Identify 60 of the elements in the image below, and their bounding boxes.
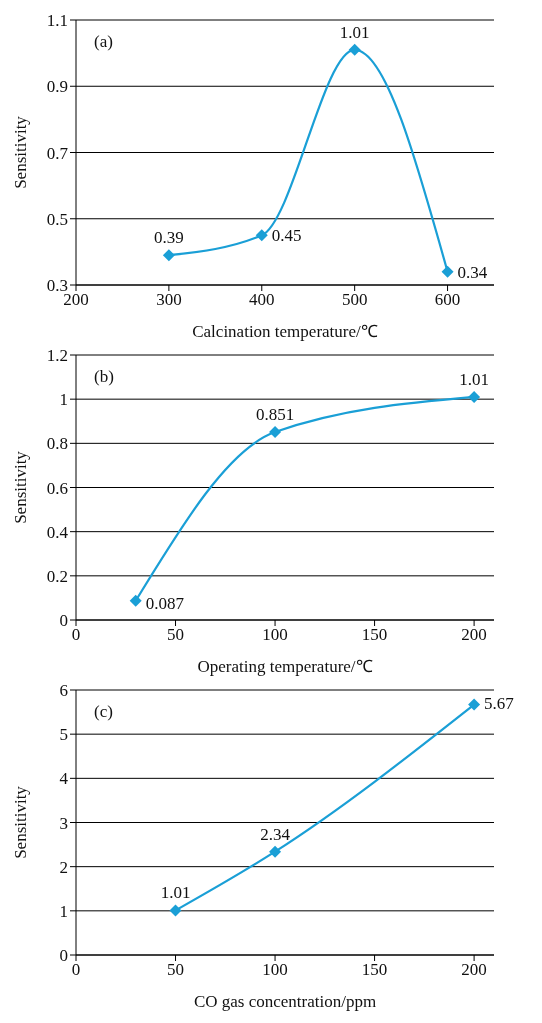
y-tick-label: 0.2	[46, 566, 68, 586]
y-tick-label: 0.7	[46, 143, 69, 163]
data-label: 1.01	[459, 369, 489, 389]
x-tick-label: 150	[361, 960, 388, 980]
point	[468, 698, 481, 711]
annotation: (c)	[94, 702, 113, 722]
y-tick-label: 6	[59, 681, 68, 701]
y-tick-label: 1.2	[46, 346, 68, 366]
x-tick-label: 150	[361, 625, 388, 645]
y-tick-label: 0	[59, 946, 68, 966]
x-tick-label: 600	[434, 290, 461, 310]
point	[255, 229, 268, 242]
x-axis-title: Calcination temperature/℃	[192, 322, 378, 341]
point	[129, 594, 142, 607]
y-tick-label: 0	[59, 611, 68, 631]
x-tick-label: 100	[262, 625, 288, 645]
x-tick-label: 500	[341, 290, 368, 310]
y-axis-title: Sensitivity	[11, 785, 31, 859]
y-tick-label: 2	[59, 857, 68, 877]
y-tick-label: 4	[59, 769, 69, 789]
y-tick-label: 3	[59, 813, 68, 833]
point	[468, 390, 481, 403]
y-tick-label: 1	[59, 901, 68, 921]
y-tick-label: 0.6	[46, 478, 68, 498]
data-label: 0.34	[457, 262, 488, 282]
y-tick-label: 1.1	[46, 11, 68, 31]
data-label: 0.45	[271, 226, 302, 246]
y-tick-label: 5	[59, 725, 68, 745]
x-axis-title: CO gas concentration/ppm	[193, 992, 377, 1011]
x-tick-label: 200	[461, 960, 487, 980]
y-tick-label: 0.9	[46, 77, 68, 97]
point	[441, 265, 454, 278]
data-label: 0.39	[154, 228, 184, 248]
point	[269, 426, 282, 439]
data-label: 5.67	[484, 693, 515, 713]
x-tick-label: 50	[167, 625, 185, 645]
x-tick-label: 50	[167, 960, 185, 980]
y-tick-label: 0.4	[46, 522, 69, 542]
point	[348, 43, 361, 56]
data-label: 2.34	[260, 824, 291, 844]
data-label: 1.01	[160, 883, 191, 903]
y-tick-label: 0.5	[46, 209, 68, 229]
x-tick-label: 200	[461, 625, 487, 645]
point	[169, 904, 182, 917]
data-label: 1.01	[339, 22, 370, 42]
y-tick-label: 0.8	[46, 434, 68, 454]
data-label: 0.087	[145, 593, 185, 613]
annotation: (a)	[94, 32, 113, 52]
y-axis-title: Sensitivity	[11, 450, 31, 524]
data-label: 0.851	[255, 405, 295, 425]
x-axis-title: Operating temperature/℃	[197, 657, 373, 676]
y-axis-title: Sensitivity	[11, 115, 31, 189]
point	[269, 845, 282, 858]
x-tick-label: 200	[63, 290, 89, 310]
x-tick-label: 100	[262, 960, 288, 980]
x-tick-label: 400	[249, 290, 275, 310]
y-tick-label: 1	[59, 390, 68, 410]
annotation: (b)	[94, 367, 114, 387]
point	[162, 249, 175, 262]
x-tick-label: 300	[156, 290, 182, 310]
